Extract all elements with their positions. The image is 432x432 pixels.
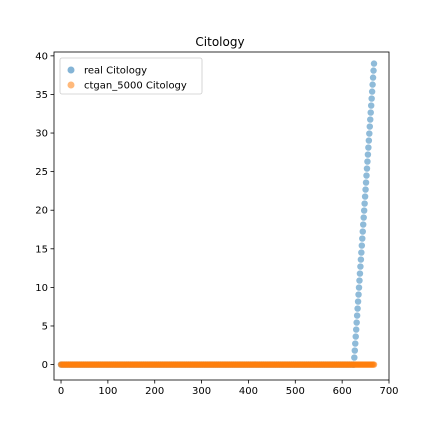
- x-tick-label: 400: [239, 386, 258, 397]
- y-tick-label: 25: [35, 167, 48, 178]
- real-citology-point: [367, 116, 374, 123]
- real-citology-point: [360, 214, 367, 221]
- real-citology-point: [352, 333, 359, 340]
- legend-marker: [67, 66, 75, 74]
- real-citology-point: [358, 242, 366, 249]
- real-citology-point: [362, 179, 370, 186]
- real-citology-point: [353, 319, 360, 326]
- real-citology-point: [363, 165, 371, 172]
- real-citology-point: [359, 228, 366, 235]
- y-tick-label: 10: [35, 283, 48, 294]
- x-tick-label: 200: [145, 386, 164, 397]
- y-tick-label: 30: [35, 129, 48, 140]
- real-citology-point: [354, 298, 362, 305]
- real-citology-point: [357, 263, 364, 270]
- real-citology-point: [370, 60, 378, 67]
- y-tick-label: 15: [35, 244, 48, 255]
- y-tick-label: 35: [35, 90, 48, 101]
- chart-title: Citology: [195, 35, 244, 49]
- x-tick-label: 700: [379, 386, 398, 397]
- real-citology-point: [361, 193, 369, 200]
- y-tick-label: 0: [42, 360, 48, 371]
- real-citology-point: [359, 235, 366, 242]
- x-tick-label: 600: [333, 386, 352, 397]
- legend: real Citology ctgan_5000 Citology: [59, 57, 203, 95]
- real-citology-point: [370, 67, 377, 74]
- real-citology-point: [367, 102, 375, 109]
- real-citology-point: [356, 270, 364, 277]
- real-citology-point: [360, 207, 368, 214]
- real-citology-point: [367, 109, 374, 116]
- real-citology-point: [369, 81, 376, 88]
- plot-frame: [53, 51, 390, 381]
- x-tick-label: 0: [58, 386, 64, 397]
- real-citology-point: [358, 249, 365, 256]
- plot-area: [53, 51, 390, 381]
- legend-marker: [67, 81, 75, 89]
- real-citology-point: [354, 305, 361, 312]
- real-citology-point: [351, 347, 358, 354]
- real-citology-point: [362, 186, 369, 193]
- real-citology-point: [369, 74, 377, 81]
- real-citology-point: [353, 326, 360, 333]
- real-citology-point: [368, 95, 375, 102]
- real-citology-point: [352, 340, 359, 347]
- real-citology-point: [364, 158, 371, 165]
- y-tick-label: 20: [35, 206, 48, 217]
- real-citology-point: [360, 221, 367, 228]
- real-citology-point: [351, 354, 358, 361]
- real-citology-point: [365, 144, 372, 151]
- x-tick-label: 300: [192, 386, 211, 397]
- real-citology-point: [355, 284, 363, 291]
- y-tick-label: 40: [35, 51, 48, 62]
- real-citology-point: [364, 151, 372, 158]
- real-citology-point: [355, 291, 362, 298]
- real-citology-point: [366, 123, 373, 130]
- real-citology-point: [356, 277, 363, 284]
- x-tick-label: 500: [286, 386, 305, 397]
- x-axis: 0 100 200 300 400 500 600 700: [58, 380, 399, 397]
- legend-box: [59, 57, 203, 95]
- legend-label: ctgan_5000 Citology: [84, 81, 187, 92]
- ctgan-citology-point: [370, 361, 378, 368]
- y-tick-label: 5: [42, 321, 48, 332]
- y-axis: 0 5 10 15 20 25 30 35 40: [35, 51, 54, 371]
- real-citology-point: [361, 200, 368, 207]
- legend-label: real Citology: [84, 66, 147, 77]
- x-tick-label: 100: [98, 386, 117, 397]
- real-citology-point: [363, 172, 370, 179]
- real-citology-point: [368, 88, 376, 95]
- real-citology-point: [357, 256, 365, 263]
- real-citology-point: [366, 130, 373, 137]
- real-citology-point: [353, 312, 361, 319]
- real-citology-point: [365, 137, 373, 144]
